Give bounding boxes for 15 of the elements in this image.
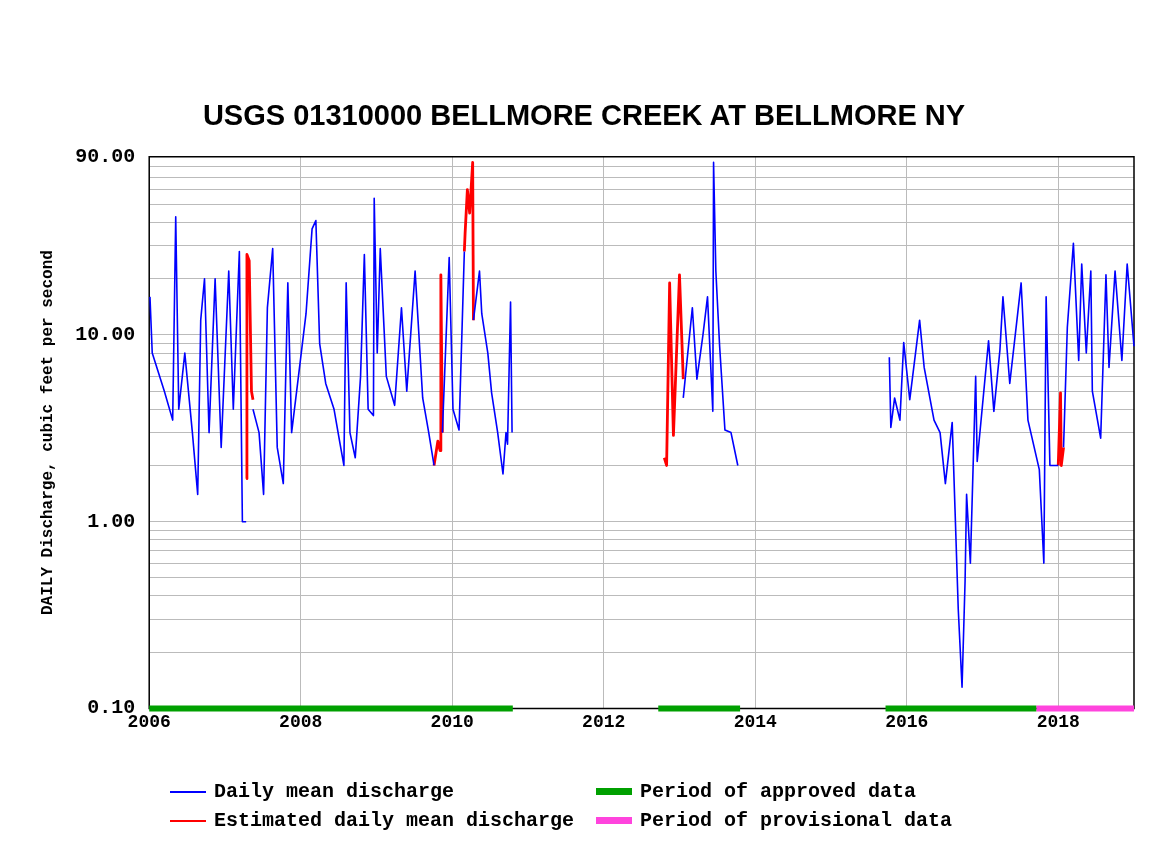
chart-title: USGS 01310000 BELLMORE CREEK AT BELLMORE NY [202, 99, 966, 132]
y-tick-label: 10.00 [75, 323, 136, 346]
x-tick-label: 2016 [885, 711, 929, 732]
x-tick-label: 2012 [582, 711, 626, 732]
y-tick-label: 90.00 [75, 144, 136, 168]
y-axis-title: DAILY Discharge, cubic feet per second [38, 250, 57, 616]
x-tick-label: 2018 [1036, 711, 1080, 732]
x-tick-label: 2008 [279, 711, 323, 732]
x-tick-label: 2010 [430, 711, 474, 732]
legend-label: Period of provisional data [640, 809, 953, 832]
y-tick-label: 1.00 [87, 509, 136, 533]
legend-label: Estimated daily mean discharge [214, 809, 575, 832]
legend-label: Daily mean discharge [214, 780, 455, 803]
legend-label: Period of approved data [640, 780, 917, 803]
x-tick-label: 2014 [733, 711, 778, 732]
